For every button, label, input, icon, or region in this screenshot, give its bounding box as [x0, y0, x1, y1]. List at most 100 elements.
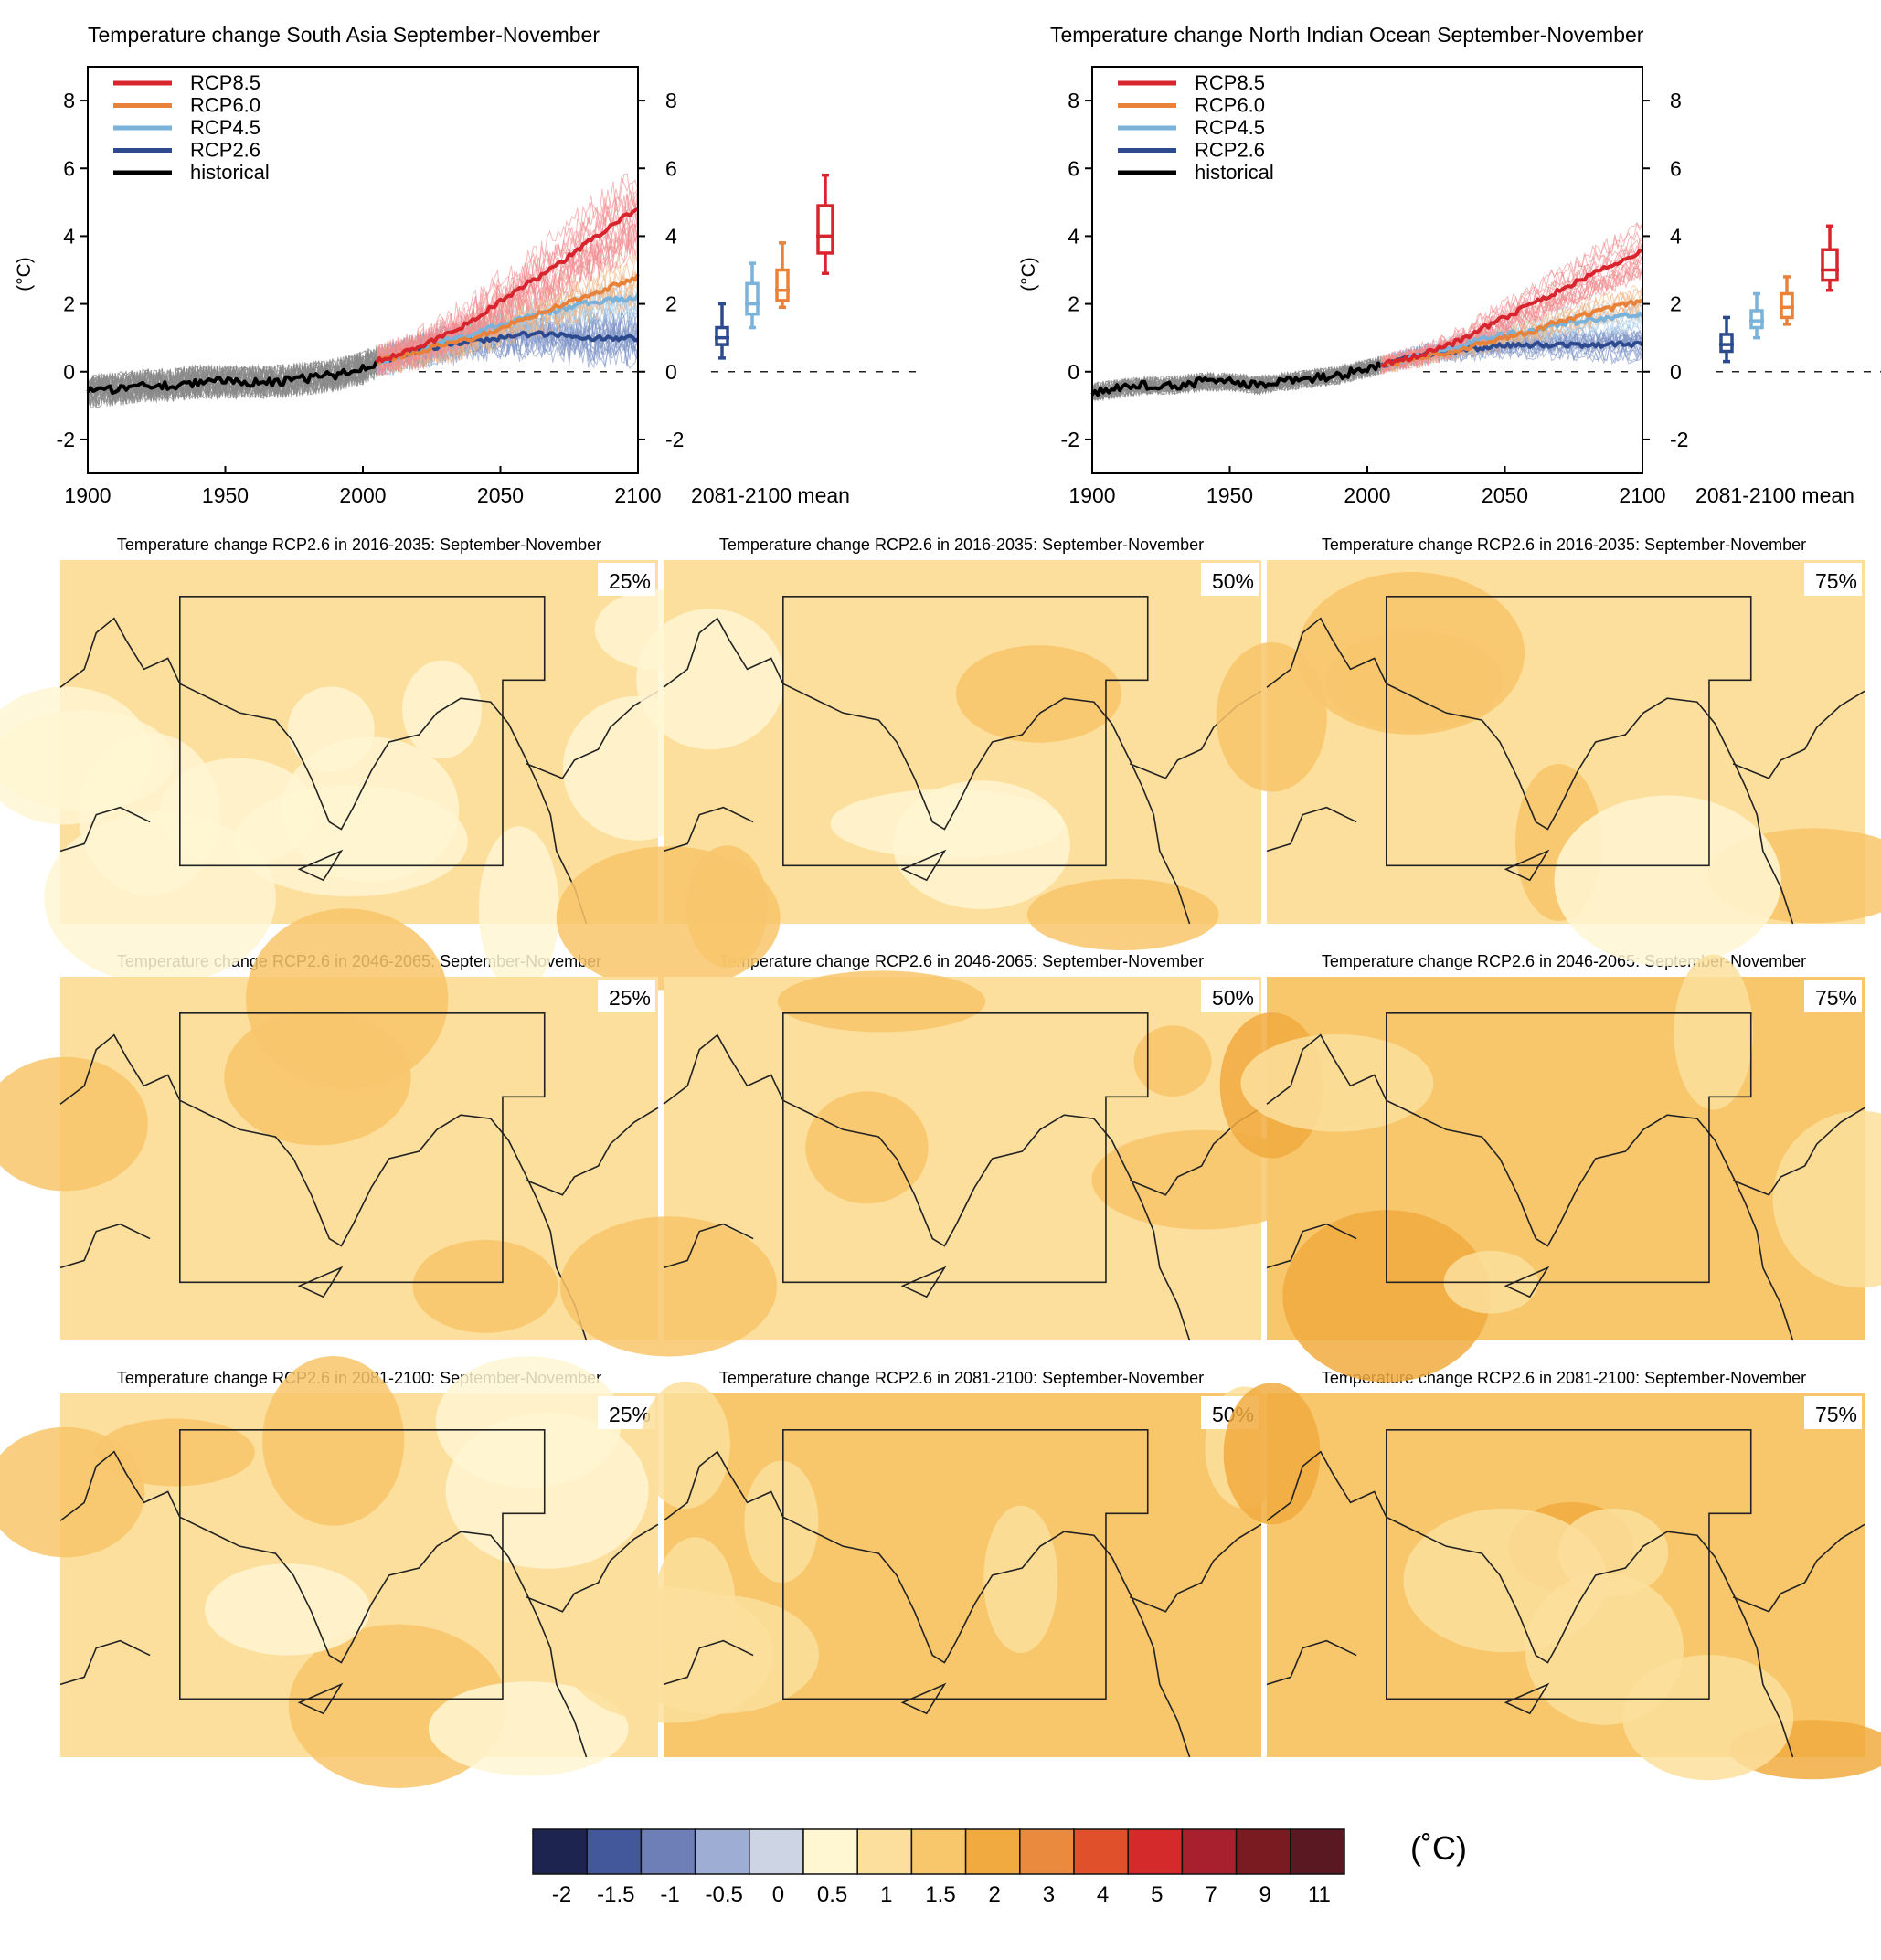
map-contour-patch: [1240, 1034, 1434, 1132]
legend-label: RCP8.5: [190, 71, 260, 94]
colorbar-swatch: [964, 1828, 1021, 1875]
colorbar-swatch: [1019, 1828, 1075, 1875]
colorbar-tick-label: 3: [1043, 1882, 1055, 1907]
x-tick-label: 2050: [1482, 483, 1528, 507]
map-panel-r1c1: 50%: [560, 970, 1314, 1356]
coastline: [60, 1452, 658, 1757]
y-tick-label-right: -2: [665, 428, 684, 451]
x-tick-label: 2000: [1344, 483, 1390, 507]
percentile-label: 50%: [1212, 569, 1254, 593]
y-tick-label-right: 0: [1670, 360, 1682, 384]
map-panel-r1c2: 75%: [1220, 955, 1881, 1383]
RCP8.5-member-line: [376, 216, 639, 376]
y-axis-label: (°C): [1018, 257, 1039, 291]
y-tick-label-right: 0: [665, 360, 677, 384]
y-tick-label-right: 6: [1670, 156, 1682, 180]
map-contour-patch: [1282, 1210, 1491, 1383]
y-tick-label: -2: [57, 428, 75, 451]
percentile-label-bg: [1201, 980, 1259, 1012]
x-tick-label: 2000: [339, 483, 386, 507]
map-panel-r0c2: 75%: [1217, 560, 1881, 966]
coastline: [664, 1452, 1261, 1757]
map-contour-patch: [282, 736, 460, 883]
RCP6.0-member-line: [376, 284, 639, 371]
region-outline: [180, 597, 545, 866]
map-contour-patch: [205, 1563, 370, 1656]
colorbar-tick-label: -1: [660, 1882, 679, 1907]
percentile-label-bg: [598, 980, 655, 1012]
colorbar-tick-label: 1.5: [925, 1882, 955, 1907]
percentile-label-bg: [1804, 563, 1862, 596]
legend-label: RCP8.5: [1195, 71, 1265, 94]
colorbar-swatch: [694, 1828, 750, 1875]
y-tick-label: -2: [1061, 428, 1079, 451]
box-RCP8.5: [816, 204, 834, 255]
box-axis-label: 2081-2100 mean: [1695, 483, 1854, 507]
map-panel-r2c0: 25%: [0, 1356, 658, 1788]
legend-label: RCP2.6: [190, 139, 260, 162]
map-contour-patch: [1674, 954, 1753, 1110]
colorbar-tick-label: 0.5: [817, 1882, 847, 1907]
colorbar-swatch: [1290, 1828, 1345, 1875]
coastline: [60, 619, 658, 924]
historical-member-line: [1091, 359, 1382, 398]
colorbar-swatch: [586, 1828, 643, 1875]
series-line-historical: [1090, 361, 1383, 397]
RCP8.5-member-line: [1380, 230, 1643, 375]
legend-label: RCP2.6: [1195, 139, 1265, 162]
colorbar-tick-label: 7: [1205, 1882, 1217, 1907]
plot-area: 1900 1950 2000 2050 2100 -2 -2 0 0 2 2 4 4 6 6 8 8 RCP8.5…: [1061, 66, 1881, 507]
colorbar-swatch: [1235, 1828, 1291, 1875]
coastline: [1267, 1452, 1865, 1757]
colorbar-swatch: [640, 1828, 696, 1875]
y-tick-label: 6: [1068, 156, 1079, 180]
map-contour-patch: [1133, 1025, 1212, 1097]
map-title-r2c1: Temperature change RCP2.6 in 2081-2100: …: [719, 1369, 1204, 1387]
colorbar-tick-label: -0.5: [706, 1882, 743, 1907]
map-contour-patch: [1554, 795, 1781, 967]
colorbar-swatch: [802, 1828, 858, 1875]
map-contour-patch: [262, 1356, 405, 1526]
legend-label: historical: [1195, 161, 1274, 184]
legend-label: RCP4.5: [190, 116, 260, 139]
box-RCP4.5: [745, 281, 760, 316]
series-line-historical: [86, 360, 378, 396]
historical-member-line: [87, 347, 377, 405]
colorbar-swatch: [1073, 1828, 1129, 1875]
series-line-RCP6.0: [376, 273, 640, 366]
region-outline: [783, 1013, 1148, 1283]
RCP8.5-member-line: [376, 173, 639, 374]
x-tick-label: 1950: [202, 483, 249, 507]
map-contour-patch: [1403, 1508, 1608, 1653]
coastline: [1267, 1035, 1865, 1340]
region-outline: [1387, 1430, 1751, 1700]
RCP8.5-member-line: [376, 175, 639, 374]
map-contour-patch: [805, 1091, 929, 1204]
map-contour-patch: [685, 845, 768, 968]
colorbar-swatch: [910, 1828, 967, 1875]
colorbar-swatch: [532, 1828, 588, 1875]
y-tick-label: 8: [63, 89, 75, 112]
coastline: [1267, 619, 1865, 924]
legend-label: RCP6.0: [190, 94, 260, 117]
x-tick-label: 2100: [614, 483, 661, 507]
map-contour-patch: [44, 811, 276, 984]
coastline: [60, 1035, 658, 1340]
y-tick-label: 2: [63, 292, 75, 316]
map-contour-patch: [0, 1056, 148, 1192]
x-tick-label: 1950: [1206, 483, 1253, 507]
coastline: [664, 619, 1261, 924]
colorbar-tick-label: 5: [1151, 1882, 1163, 1907]
map-contour-patch: [640, 1381, 730, 1510]
box-RCP2.6: [715, 325, 729, 346]
map-geography: [664, 1013, 1261, 1340]
map-geography: [664, 597, 1261, 924]
map-contour-patch: [428, 1681, 629, 1776]
y-tick-label-right: 4: [1670, 224, 1682, 248]
percentile-label: 75%: [1815, 569, 1857, 593]
y-tick-label: 8: [1068, 89, 1079, 112]
x-tick-label: 2050: [477, 483, 524, 507]
RCP8.5-member-line: [376, 224, 639, 377]
map-contour-patch: [777, 970, 986, 1033]
north-indian-ocean-timeseries-chart: Temperature change North Indian Ocean Se…: [1018, 23, 1881, 507]
